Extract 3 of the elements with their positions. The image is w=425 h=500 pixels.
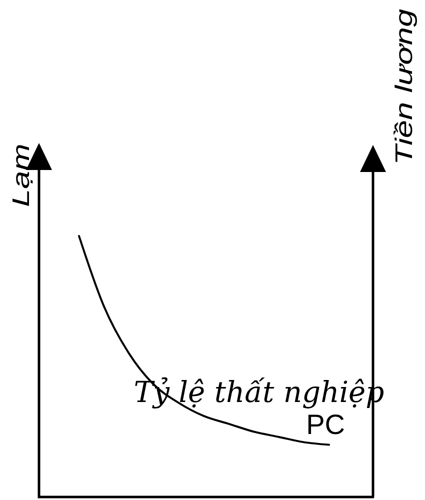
y2-axis-title: Tiền lương: [391, 8, 418, 165]
series-label: PC: [306, 408, 345, 440]
y-axis-title: Lạm: [8, 144, 35, 207]
